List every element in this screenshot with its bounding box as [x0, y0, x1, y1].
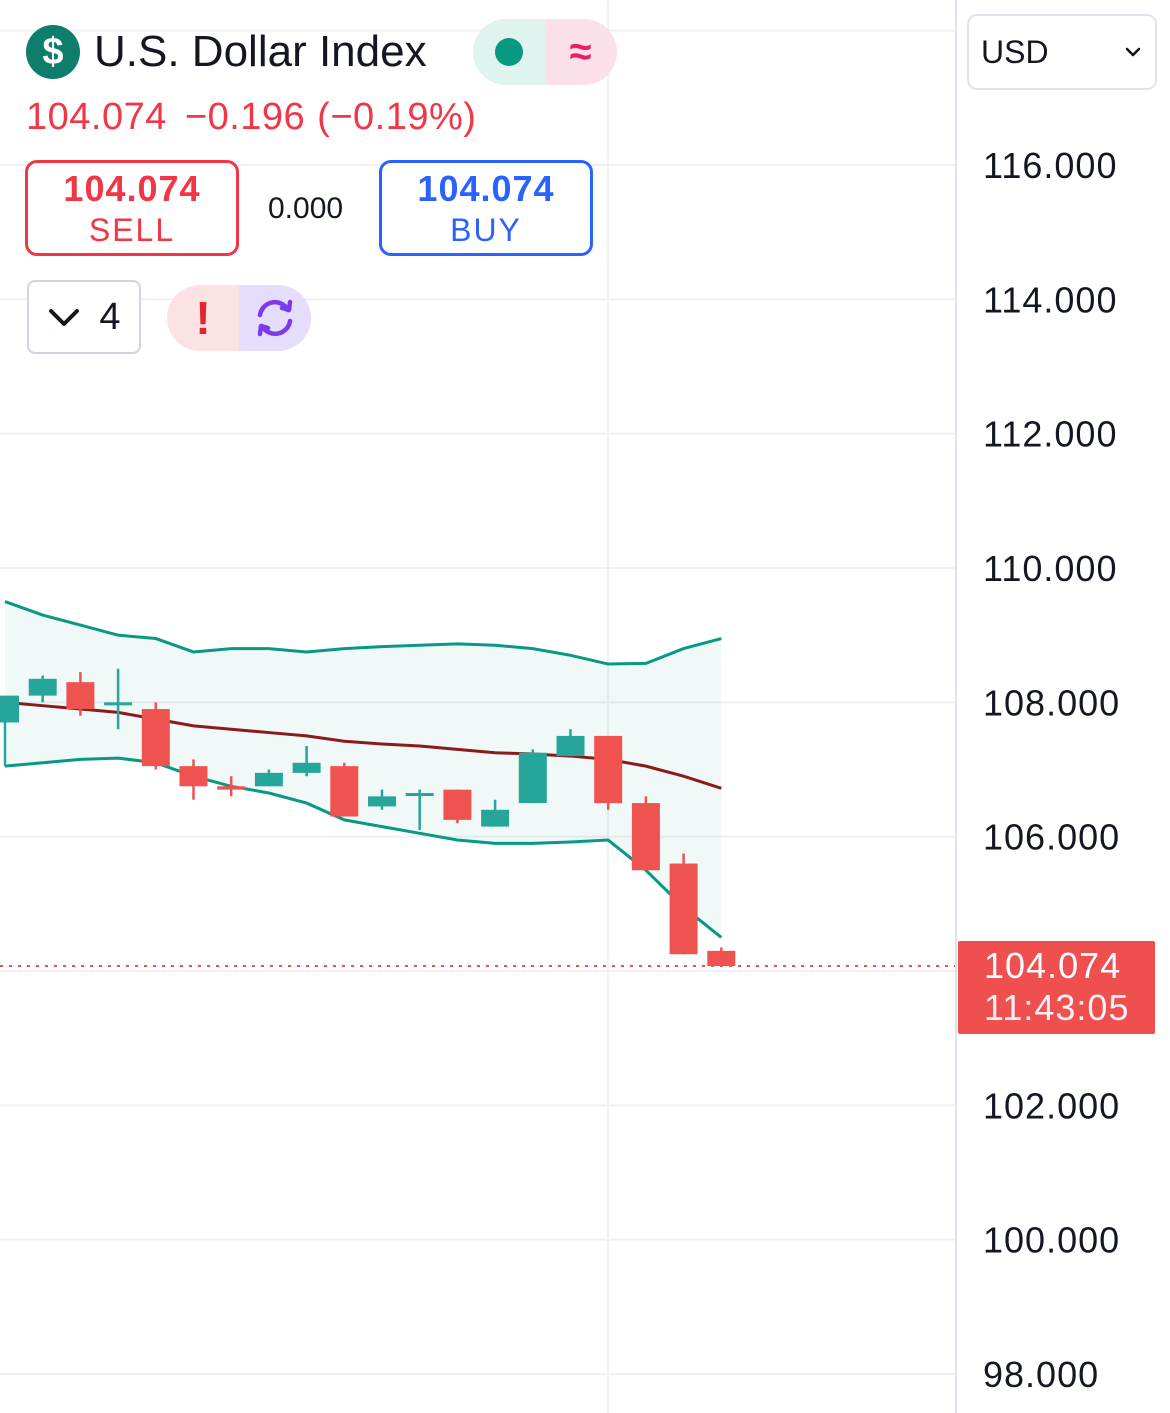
candle-body [368, 796, 396, 807]
y-tick-label: 108.000 [983, 682, 1120, 723]
sell-price: 104.074 [63, 167, 201, 209]
candle-body [707, 950, 736, 967]
indicators-toggle-button[interactable]: 4 [27, 280, 141, 354]
price-change-percent: (−0.19%) [317, 96, 477, 138]
y-tick-label: 112.000 [983, 414, 1117, 455]
buy-button[interactable]: 104.074 BUY [379, 160, 593, 256]
candle[interactable] [330, 762, 359, 817]
currency-select[interactable]: USD [967, 14, 1157, 90]
last-price: 104.074 [26, 96, 167, 138]
sell-label: SELL [88, 211, 176, 248]
sell-button[interactable]: 104.074 SELL [25, 160, 239, 256]
price-change-line: 104.074 −0.196 (−0.19%) [26, 96, 494, 139]
currency-value: USD [981, 33, 1049, 70]
candle-body [28, 678, 57, 696]
candle-body [556, 735, 585, 757]
candle-body [669, 863, 698, 955]
price-chart[interactable] [0, 0, 955, 1413]
buy-label: BUY [450, 211, 522, 248]
approx-wave-icon: ≈ [569, 30, 592, 74]
candle-body [518, 752, 547, 804]
candle[interactable] [707, 947, 736, 967]
candle-body [0, 695, 19, 723]
refresh-icon [257, 299, 293, 337]
candle-body [66, 682, 95, 710]
symbol-name[interactable]: U.S. Dollar Index [94, 27, 427, 76]
candle[interactable] [292, 745, 321, 777]
candle[interactable] [405, 789, 434, 830]
bollinger-lower-line [4, 756, 723, 939]
candle-body [292, 762, 321, 773]
delayed-data-indicator[interactable]: ≈ [544, 19, 617, 85]
grid-lines [0, 0, 955, 1413]
y-tick-label: 114.000 [983, 279, 1117, 320]
y-tick-label: 100.000 [983, 1220, 1120, 1261]
candle[interactable] [669, 853, 698, 955]
candle-body [330, 766, 359, 817]
y-tick-label: 102.000 [983, 1085, 1120, 1126]
last-price-tag: 104.074 11:43:05 [958, 941, 1155, 1034]
candle-body [141, 709, 170, 767]
green-dot-icon [494, 38, 523, 66]
dollar-sign-icon: $ [26, 25, 80, 79]
y-tick-label: 110.000 [983, 548, 1117, 589]
candle-body [104, 702, 133, 706]
bollinger-upper-line [4, 600, 722, 666]
candle-body [443, 789, 472, 820]
exclamation-icon: ! [195, 292, 211, 344]
data-problem-indicator[interactable]: ! [167, 285, 239, 351]
candle[interactable] [66, 672, 95, 716]
y-tick-label: 116.000 [983, 145, 1117, 186]
bar-countdown: 11:43:05 [984, 987, 1130, 1028]
candle-body [594, 735, 623, 804]
candles [0, 668, 736, 967]
symbol-header: $ U.S. Dollar Index ≈ [26, 19, 617, 85]
market-open-indicator[interactable] [472, 19, 545, 85]
y-tick-label: 98.000 [983, 1354, 1099, 1395]
candle[interactable] [481, 799, 510, 827]
candle[interactable] [368, 789, 396, 810]
candle[interactable] [518, 749, 547, 804]
sync-indicator[interactable] [239, 285, 311, 351]
candle[interactable] [179, 759, 208, 800]
bollinger-band-fill [5, 601, 722, 938]
candle[interactable] [443, 789, 472, 824]
candle-body [481, 809, 510, 827]
candle-body [254, 772, 283, 787]
candle[interactable] [556, 729, 585, 757]
price-change: −0.196 [184, 96, 306, 138]
data-status-pill[interactable]: ! [167, 285, 311, 351]
candle-body [631, 803, 660, 871]
price-scale[interactable]: 116.000 114.000 112.000 110.000 108.000 106.0… [957, 0, 1170, 1413]
candle[interactable] [217, 776, 246, 797]
candle[interactable] [254, 769, 283, 787]
indicator-count: 4 [99, 295, 121, 338]
candle[interactable] [104, 668, 133, 730]
chevron-down-icon [1125, 47, 1141, 57]
candle[interactable] [631, 796, 660, 871]
spread-value: 0.000 [268, 192, 344, 225]
y-tick-label: 106.000 [983, 817, 1120, 858]
last-price-tag-value: 104.074 [984, 945, 1122, 986]
buy-price: 104.074 [417, 167, 555, 209]
candle[interactable] [0, 695, 19, 767]
candle[interactable] [141, 702, 170, 770]
candle-body [217, 786, 246, 790]
chevron-down-icon [49, 309, 80, 326]
price-scale-divider [955, 0, 957, 1413]
candle-body [179, 766, 208, 787]
candle[interactable] [594, 735, 623, 810]
market-status-pill[interactable]: ≈ [472, 19, 617, 85]
candle-body [405, 793, 434, 797]
candle[interactable] [28, 675, 57, 703]
